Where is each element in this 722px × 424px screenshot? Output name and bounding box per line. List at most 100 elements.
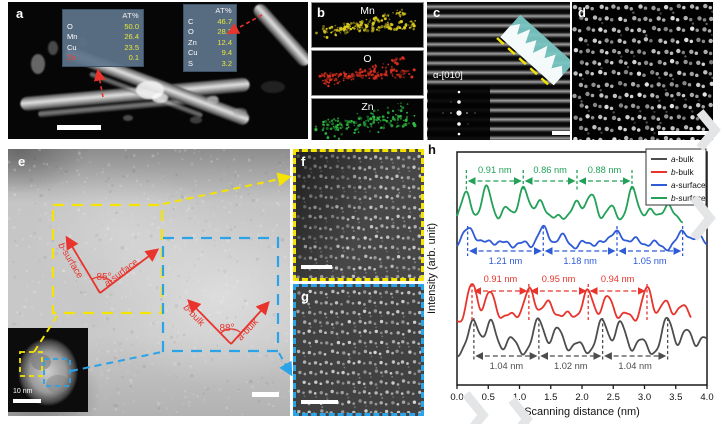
spacing-label: 0.95 nm <box>542 274 576 284</box>
element-symbol: Cu <box>67 42 77 52</box>
element-symbol: O <box>67 21 73 31</box>
panel-h-label: h <box>428 142 436 157</box>
panel-a-label: a <box>16 6 24 21</box>
spacing-label: 0.91 nm <box>484 274 518 284</box>
eds-map-label: Mn <box>360 5 375 17</box>
element-symbol: Mn <box>67 32 78 41</box>
zone-axis-label: α-[010] <box>433 70 463 81</box>
panel-g-scalebar <box>301 400 338 404</box>
eds-table-row: C 46.7 <box>188 17 232 28</box>
panel-c-label: c <box>433 5 441 20</box>
y-axis-label: Intensity (arb. unit) <box>426 223 438 314</box>
spacing-label: 0.88 nm <box>588 165 622 175</box>
spacing-label: 1.05 nm <box>633 256 667 266</box>
panel-d-scalebar <box>658 131 708 135</box>
eds-table-row: O 28.3 <box>188 27 232 38</box>
element-atomic-percent: 12.4 <box>217 37 232 47</box>
element-atomic-percent: 28.3 <box>217 27 232 36</box>
series-curve-a-surface <box>456 224 708 252</box>
spacing-annotations-b-surface: 0.91 nm 0.86 nm 0.88 nm <box>465 165 633 190</box>
inset-scalebar <box>13 399 41 403</box>
element-atomic-percent: 0.1 <box>128 53 139 62</box>
eds-table-header: AT% <box>215 6 232 15</box>
spacing-label: 1.18 nm <box>563 256 597 266</box>
eds-map-o: O <box>311 50 424 96</box>
x-tick-label: 4.0 <box>700 392 713 403</box>
spacing-label: 1.21 nm <box>489 256 523 266</box>
panel-e-scalebar <box>252 392 279 397</box>
element-atomic-percent: 26.4 <box>124 32 139 41</box>
legend-label-b-bulk: b-bulk <box>671 167 694 177</box>
nanorod-artwork <box>20 4 308 125</box>
x-tick-label: 2.5 <box>607 392 620 403</box>
eds-table-row: Cu 23.5 <box>67 43 139 54</box>
panel-c-scalebar <box>552 131 570 135</box>
panel-a-scalebar <box>57 125 101 130</box>
x-tick-label: 0.5 <box>482 392 495 403</box>
element-atomic-percent: 50.0 <box>124 21 139 31</box>
chart-legend: a-bulk b-bulk a-surface b-surface <box>645 148 707 206</box>
profile-zigzag <box>500 23 563 86</box>
fft-spots <box>442 90 476 136</box>
stem-texture <box>8 149 290 416</box>
panel-e-label: e <box>18 154 26 169</box>
spacing-label: 0.86 nm <box>533 165 567 175</box>
spacing-label: 0.94 nm <box>601 274 635 284</box>
element-symbol: Zn <box>188 37 197 47</box>
shade-overlay <box>296 152 421 278</box>
eds-table-row: Mn 26.4 <box>67 32 139 43</box>
nanorods <box>20 4 308 125</box>
legend-label-b-surface: b-surface <box>671 193 706 203</box>
panel-d-label: d <box>578 5 586 20</box>
eds-map-label: O <box>363 53 372 65</box>
spacing-annotations-a-bulk: 1.04 nm 1.02 nm 1.04 nm <box>473 318 669 371</box>
eds-map-zn: Zn <box>311 98 424 140</box>
teal-intensity-strip <box>500 14 570 86</box>
eds-map-label: Zn <box>361 101 374 113</box>
element-symbol: S <box>188 58 194 68</box>
x-tick-label: 1.0 <box>513 392 526 403</box>
x-tick-label: 3.5 <box>669 392 682 403</box>
eds-table-spot1: AT% O 50.0 Mn 26.4 Cu 23.5 Zn 0.1 <box>62 9 144 67</box>
element-atomic-percent: 23.5 <box>124 42 139 52</box>
eds-table-row: Cu 9.4 <box>188 48 232 59</box>
element-symbol: O <box>188 27 194 36</box>
atomic-lattice-dots <box>572 3 713 140</box>
panel-b-label: b <box>317 5 325 20</box>
line-profile-overlay <box>496 14 570 89</box>
element-atomic-percent: 3.2 <box>221 58 232 68</box>
legend-label-a-surface: a-surface <box>671 180 706 190</box>
eds-table-row: O 50.0 <box>67 22 139 33</box>
eds-table-row: Zn 0.1 <box>67 53 139 64</box>
x-axis-label: Scanning distance (nm) <box>524 406 640 418</box>
eds-map-mn: Mn <box>311 2 424 48</box>
spacing-annotations-b-bulk: 0.91 nm 0.95 nm 0.94 nm <box>471 274 648 320</box>
element-atomic-percent: 9.4 <box>221 48 232 57</box>
panel-g-bulk-zoom: g <box>293 284 424 416</box>
element-symbol: Cu <box>188 48 198 57</box>
x-tick-label: 3.0 <box>638 392 651 403</box>
eds-table-spot2: AT% C 46.7 O 28.3 Zn 12.4 Cu 9.4 S 3.2 <box>183 4 237 72</box>
spacing-label: 1.04 nm <box>618 361 652 371</box>
profile-scan-line <box>496 37 553 89</box>
x-tick-label: 1.5 <box>544 392 557 403</box>
series-curve-b-bulk <box>456 283 692 323</box>
panel-e-stem-image: e 10 nm <box>8 149 290 416</box>
spacing-label: 0.91 nm <box>478 165 512 175</box>
intensity-profile-plot: 0.0 0.5 1.0 1.5 2.0 2.5 3.0 3.5 4.0 Scanning dist… <box>426 148 714 418</box>
spacing-annotations-a-surface: 1.21 nm 1.18 nm 1.05 nm <box>466 226 684 266</box>
panel-a-sem-image: a AT% O 50.0 Mn 26.4 Cu 23.5 Zn 0.1 AT% C 46.7 O 28.… <box>8 2 308 139</box>
legend-label-a-bulk: a-bulk <box>671 154 694 164</box>
panel-d-atomic-image: d <box>572 2 713 140</box>
element-symbol: C <box>188 16 194 26</box>
panel-g-label: g <box>301 289 309 304</box>
spacing-label: 1.04 nm <box>490 361 524 371</box>
x-tick-label: 0.0 <box>450 392 463 403</box>
eds-table-row: Zn 12.4 <box>188 38 232 49</box>
eds-table-header: AT% <box>122 11 139 20</box>
panel-b-eds-maps: b Mn O Zn <box>311 2 424 140</box>
bulk-lattice-dots <box>296 289 421 413</box>
panel-f-scalebar <box>301 265 332 269</box>
panel-f-surface-zoom: f <box>293 149 424 281</box>
